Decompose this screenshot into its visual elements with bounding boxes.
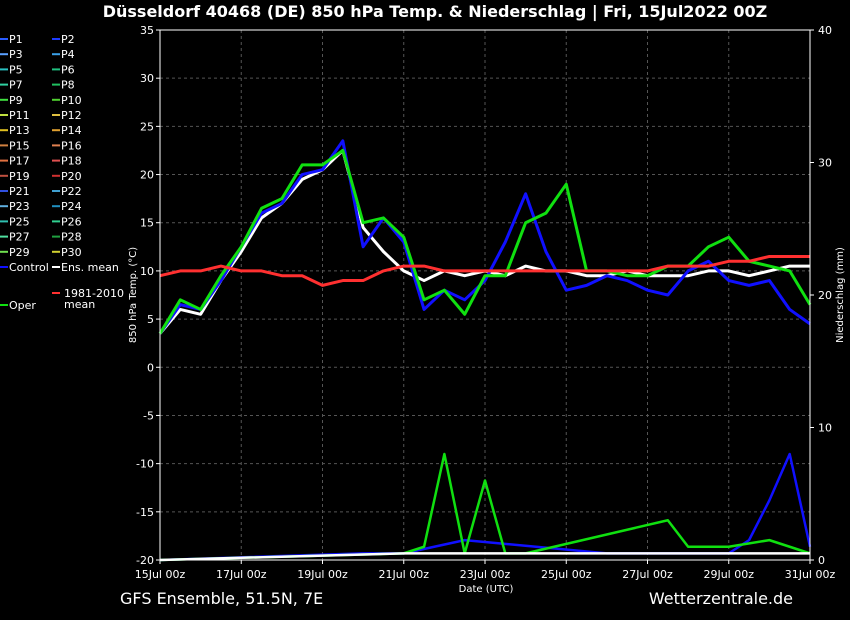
legend-label: P24 [61,200,82,213]
legend-label: P7 [9,79,23,92]
x-tick-label: 19Jul 00z [297,568,348,581]
y2-tick-label: 40 [818,24,832,37]
x-tick-label: 27Jul 00z [622,568,673,581]
y2-tick-label: 10 [818,422,832,435]
y2-tick-label: 20 [818,289,832,302]
legend-label: P28 [61,231,82,244]
legend-label: P9 [9,94,23,107]
y-tick-label: 0 [147,361,154,374]
legend-label: P5 [9,63,23,76]
legend-label: P20 [61,170,82,183]
y-tick-label: 25 [140,120,154,133]
legend-label: P22 [61,185,82,198]
legend-label: P17 [9,155,30,168]
legend-label: P18 [61,155,82,168]
legend-label: P6 [61,63,75,76]
y-tick-label: 30 [140,72,154,85]
legend-label: P11 [9,109,30,122]
y-tick-label: -10 [136,458,154,471]
plot-frame [159,29,811,561]
y-tick-label: 5 [147,313,154,326]
legend-label: P29 [9,246,30,259]
legend-label: P30 [61,246,82,259]
legend-label: P12 [61,109,82,122]
x-tick-label: 29Jul 00z [703,568,754,581]
legend-label: P19 [9,170,30,183]
legend-label: P26 [61,215,82,228]
y-axis-label: 850 hPa Temp. (°C) [128,247,139,343]
y-tick-label: 20 [140,169,154,182]
y-tick-label: 10 [140,265,154,278]
x-tick-label: 31Jul 00z [785,568,836,581]
x-tick-label: 17Jul 00z [216,568,267,581]
x-tick-label: 25Jul 00z [541,568,592,581]
series-line-1981-2010-mean [159,254,810,287]
legend-label: P2 [61,33,75,46]
legend-label: Control [9,261,49,274]
y-tick-label: 15 [140,217,154,230]
series-line-control [158,139,811,335]
x-axis-ticks: 15Jul 00z 17Jul 00z 19Jul 00z 21Jul 00z 23Ju… [135,560,836,581]
legend-label: P14 [61,124,82,137]
y2-axis-ticks: 40 30 20 10 0 [810,24,832,567]
grid [159,29,811,561]
legend-label: P25 [9,215,30,228]
legend-label: P23 [9,200,30,213]
chart-title: Düsseldorf 40468 (DE) 850 hPa Temp. & Ni… [103,2,768,22]
legend-label: Oper [9,299,36,312]
x-tick-label: 21Jul 00z [378,568,429,581]
y-tick-label: 35 [140,24,154,37]
legend-label: 1981-2010 [64,287,124,300]
y2-tick-label: 30 [818,157,832,170]
legend-label: P21 [9,185,30,198]
legend-label: P15 [9,139,30,152]
x-axis-label: Date (UTC) [459,584,514,595]
precip-line-ens-mean [159,552,810,562]
legend-label: P3 [9,48,23,61]
legend-label: P4 [61,48,75,61]
legend: P1 P2 P3 P4 P5 P6 P7 P8 P9 P10 P11 P12 P13 P14 P15 P16 P… [0,33,124,312]
plot-area [158,139,812,562]
footer-source: GFS Ensemble, 51.5N, 7E [120,589,323,608]
legend-label: P1 [9,33,23,46]
y2-axis-label: Niederschlag (mm) [835,247,846,343]
legend-label: P13 [9,124,30,137]
legend-label: P8 [61,79,75,92]
legend-label: Ens. mean [61,261,119,274]
legend-label: P10 [61,94,82,107]
y-tick-label: -20 [136,554,154,567]
legend-label: mean [64,298,95,311]
footer-brand: Wetterzentrale.de [649,589,793,608]
y-tick-label: -5 [143,409,154,422]
y-tick-label: -15 [136,506,154,519]
legend-label: P27 [9,231,30,244]
y2-tick-label: 0 [818,554,825,567]
series-line-oper [158,148,812,335]
legend-label: P16 [61,139,82,152]
x-tick-label: 15Jul 00z [135,568,186,581]
x-tick-label: 23Jul 00z [460,568,511,581]
y-axis-ticks: 35 30 25 20 15 10 5 0 -5 -10 -15 -20 [136,24,160,567]
